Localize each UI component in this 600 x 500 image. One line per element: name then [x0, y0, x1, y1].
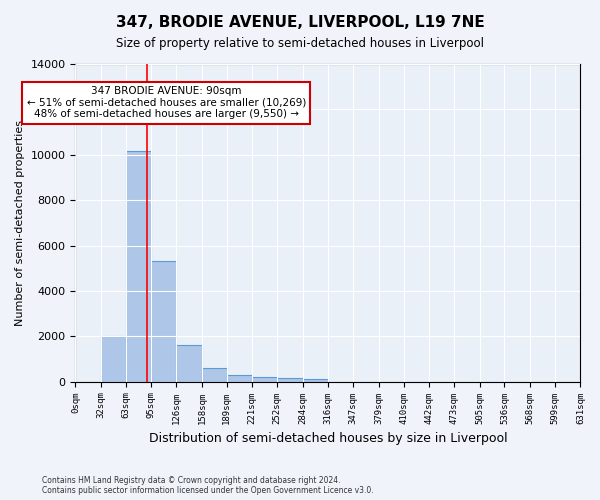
Bar [277, 378, 303, 382]
Text: 347 BRODIE AVENUE: 90sqm
← 51% of semi-detached houses are smaller (10,269)
48% : 347 BRODIE AVENUE: 90sqm ← 51% of semi-d… [26, 86, 306, 120]
Text: Size of property relative to semi-detached houses in Liverpool: Size of property relative to semi-detach… [116, 38, 484, 51]
Bar [202, 368, 227, 382]
Y-axis label: Number of semi-detached properties: Number of semi-detached properties [15, 120, 25, 326]
Bar [227, 375, 253, 382]
X-axis label: Distribution of semi-detached houses by size in Liverpool: Distribution of semi-detached houses by … [149, 432, 507, 445]
Bar [126, 152, 151, 382]
Bar [303, 379, 328, 382]
Bar [151, 262, 176, 382]
Text: 347, BRODIE AVENUE, LIVERPOOL, L19 7NE: 347, BRODIE AVENUE, LIVERPOOL, L19 7NE [116, 15, 484, 30]
Bar [176, 346, 202, 382]
Bar [101, 336, 126, 382]
Text: Contains HM Land Registry data © Crown copyright and database right 2024.
Contai: Contains HM Land Registry data © Crown c… [42, 476, 374, 495]
Bar [253, 378, 277, 382]
